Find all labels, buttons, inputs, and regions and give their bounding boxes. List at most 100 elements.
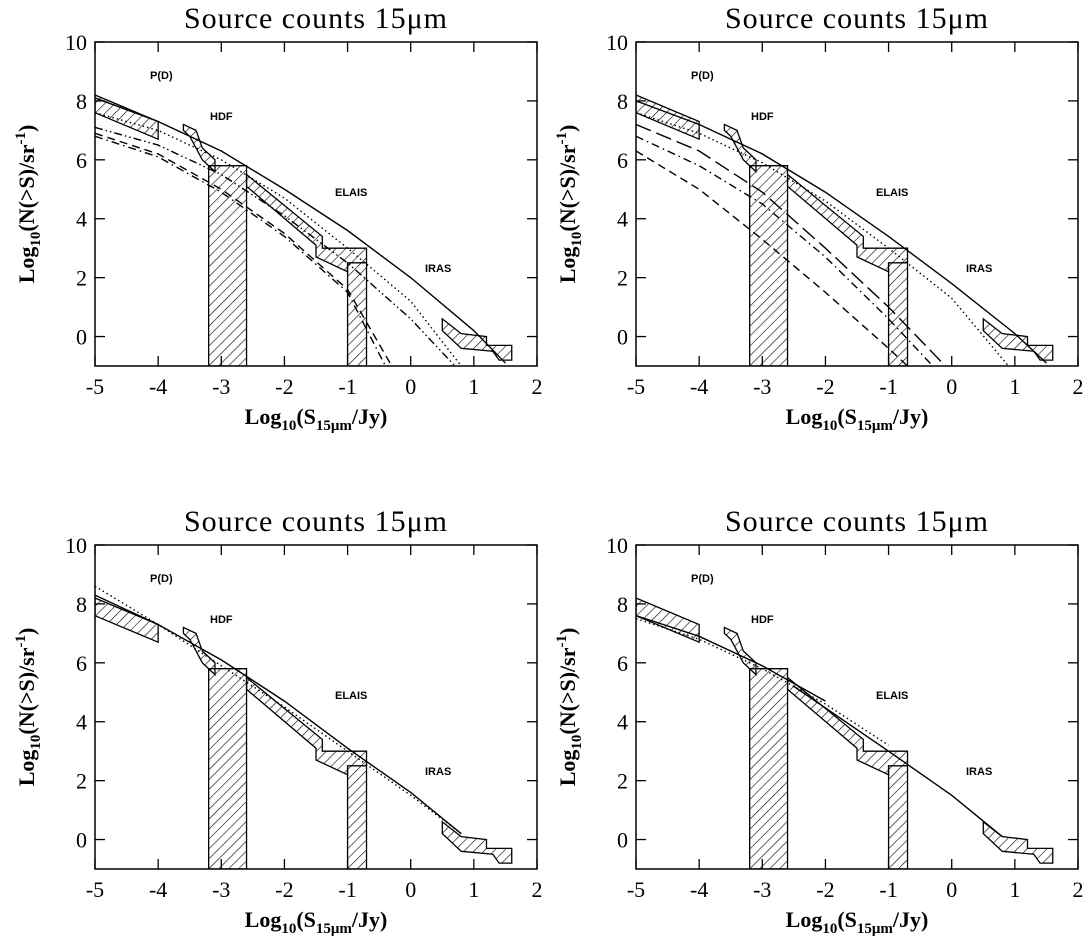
annotation: IRAS	[966, 766, 992, 778]
label-part: 10	[281, 418, 296, 434]
x-tick-label: -5	[86, 374, 104, 399]
label-part: (N(>S)/sr	[14, 647, 39, 734]
y-tick-label: 10	[606, 30, 628, 55]
x-tick-label: -3	[753, 877, 771, 902]
panel: Source counts 15μm P(D) HDF ELAIS IRAS -5 -4 -3…	[13, 505, 543, 937]
model-line	[95, 594, 462, 835]
annotation: IRAS	[425, 766, 451, 778]
hatched-region	[208, 165, 248, 366]
label-part: Log	[786, 404, 823, 429]
model-line	[95, 132, 393, 366]
y-tick-label: 4	[76, 710, 87, 735]
y-tick-label: 10	[65, 30, 87, 55]
hatched-region	[982, 820, 1054, 864]
x-tick-label: -1	[338, 877, 356, 902]
x-tick-label: -4	[149, 374, 167, 399]
hatched-region	[95, 94, 159, 141]
y-tick-label: 6	[617, 148, 628, 173]
model-line	[636, 123, 946, 366]
model-line	[95, 126, 456, 366]
model-line	[636, 112, 1010, 366]
x-tick-label: 2	[1073, 374, 1084, 399]
x-tick-label: -5	[627, 877, 645, 902]
panel: Source counts 15μm P(D) HDF ELAIS IRAS -5 -4 -3…	[554, 505, 1084, 937]
plot-frame	[635, 544, 1079, 870]
x-tick-label: -2	[275, 374, 293, 399]
model-line	[636, 100, 1047, 364]
plot-frame	[94, 41, 538, 367]
hatched-region	[245, 173, 368, 273]
x-tick-label: 1	[1009, 374, 1020, 399]
hatched-region	[786, 173, 909, 273]
y-axis-label: Log10(N(>S)/sr-1)	[554, 125, 585, 284]
x-tick-label: -3	[753, 374, 771, 399]
label-part: Log	[245, 404, 282, 429]
label-part: 10	[822, 921, 837, 937]
x-tick-label: -5	[86, 877, 104, 902]
hatched-region	[786, 676, 909, 776]
label-part: Log	[555, 750, 580, 787]
label-part: 10	[569, 232, 585, 247]
model-line	[636, 150, 908, 366]
label-part: 15μm	[316, 418, 353, 434]
y-tick-label: 4	[76, 207, 87, 232]
y-tick-label: 10	[65, 533, 87, 558]
x-tick-label: -2	[816, 374, 834, 399]
label-part: 15μm	[857, 418, 894, 434]
x-tick-label: 2	[532, 374, 543, 399]
y-tick-label: 6	[76, 651, 87, 676]
y-tick-label: 0	[76, 325, 87, 350]
label-part: Log	[786, 907, 823, 932]
label-part: /Jy)	[351, 907, 387, 932]
label-part: )	[14, 125, 39, 132]
hatched-region	[346, 765, 368, 869]
annotation: ELAIS	[876, 690, 908, 702]
x-axis-label: Log10(S15μm/Jy)	[786, 404, 929, 434]
x-tick-label: -3	[212, 877, 230, 902]
label-part: /Jy)	[892, 907, 928, 932]
plot-area	[636, 597, 1054, 869]
label-part: (S	[837, 404, 857, 429]
label-part: (S	[296, 907, 316, 932]
chart-title: Source counts 15μm	[725, 505, 989, 538]
hatched-region	[749, 668, 789, 869]
x-tick-label: 1	[1009, 877, 1020, 902]
x-tick-label: 0	[405, 877, 416, 902]
hatched-region	[346, 262, 368, 366]
x-tick-label: -4	[690, 877, 708, 902]
x-tick-label: -5	[627, 374, 645, 399]
plot-frame	[635, 41, 1079, 367]
panel: Source counts 15μm P(D) HDF ELAIS IRAS -5 -4 -3…	[554, 2, 1084, 434]
y-axis-label: Log10(N(>S)/sr-1)	[13, 125, 44, 284]
x-tick-label: 0	[946, 374, 957, 399]
annotation: HDF	[210, 111, 233, 123]
annotation: HDF	[751, 614, 774, 626]
hatched-region	[887, 262, 909, 366]
label-part: /Jy)	[351, 404, 387, 429]
x-tick-label: 1	[468, 877, 479, 902]
x-tick-label: 2	[532, 877, 543, 902]
plot-area	[95, 94, 513, 366]
label-part: Log	[14, 247, 39, 284]
x-tick-label: 2	[1073, 877, 1084, 902]
y-tick-label: 10	[606, 533, 628, 558]
label-part: )	[555, 125, 580, 132]
x-tick-label: -1	[879, 877, 897, 902]
plot-frame	[94, 544, 538, 870]
model-line	[95, 135, 387, 366]
x-axis-label: Log10(S15μm/Jy)	[245, 404, 388, 434]
label-part: -1	[554, 635, 570, 648]
model-line	[793, 685, 1003, 838]
label-part: )	[14, 628, 39, 635]
label-part: (S	[837, 907, 857, 932]
hatched-region	[245, 676, 368, 776]
y-tick-label: 0	[76, 828, 87, 853]
hatched-region	[982, 317, 1054, 361]
y-tick-label: 6	[617, 651, 628, 676]
y-tick-label: 0	[617, 828, 628, 853]
annotation: IRAS	[425, 263, 451, 275]
y-tick-label: 8	[617, 89, 628, 114]
x-tick-label: -1	[338, 374, 356, 399]
plot-area	[95, 585, 513, 869]
y-tick-label: 2	[76, 266, 87, 291]
